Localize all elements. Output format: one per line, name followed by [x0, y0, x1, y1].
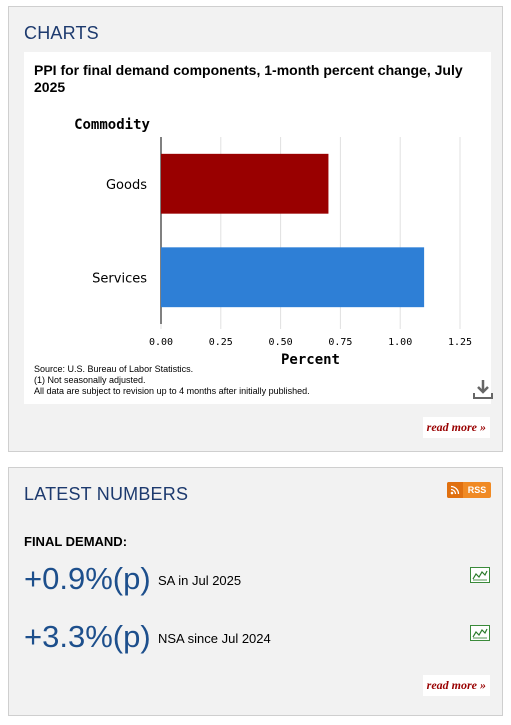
trend-chart-icon[interactable] [470, 567, 490, 583]
latest-numbers-panel: LATEST NUMBERS RSS FINAL DEMAND: +0.9%(p… [8, 467, 503, 716]
stat-description: NSA since Jul 2024 [158, 631, 271, 646]
stat-value: +0.9%(p) [24, 561, 151, 596]
trend-chart-icon[interactable] [470, 625, 490, 641]
revision-note-line: All data are subject to revision up to 4… [34, 386, 310, 396]
source-line: Source: U.S. Bureau of Labor Statistics. [34, 364, 194, 374]
chart-title: PPI for final demand components, 1-month… [34, 62, 463, 95]
x-tick-label: 0.25 [209, 337, 233, 348]
charts-panel-title: CHARTS [24, 23, 99, 43]
y-axis-title: Commodity [74, 117, 150, 133]
x-tick-label: 0.75 [328, 337, 352, 348]
stat-row: +0.9%(p) SA in Jul 2025 [24, 561, 490, 601]
footnote-line: (1) Not seasonally adjusted. [34, 375, 146, 385]
category-label: Goods [106, 178, 147, 193]
download-icon[interactable] [472, 378, 494, 400]
charts-panel: CHARTS 0.00 0.25 0.50 0.75 1.00 1.25 Goods Serv… [8, 6, 503, 452]
x-tick-label: 1.25 [448, 337, 472, 348]
bar-services [161, 247, 425, 308]
stat-row: +3.3%(p) NSA since Jul 2024 [24, 619, 490, 659]
bar-goods [161, 153, 329, 214]
source-notes: Source: U.S. Bureau of Labor Statistics.… [34, 364, 310, 397]
charts-read-more-link[interactable]: read more » [422, 417, 490, 438]
rss-label: RSS [467, 485, 487, 495]
category-label: Services [92, 271, 147, 286]
x-tick-label: 0.50 [269, 337, 293, 348]
x-tick-label: 0.00 [149, 337, 173, 348]
latest-read-more-link[interactable]: read more » [422, 675, 490, 696]
rss-button[interactable]: RSS [447, 482, 491, 498]
rss-icon [447, 482, 463, 498]
x-axis-title: Percent [281, 352, 340, 368]
ppi-bar-chart: 0.00 0.25 0.50 0.75 1.00 1.25 Goods Services Com… [74, 117, 472, 368]
latest-numbers-title: LATEST NUMBERS [24, 484, 189, 504]
stat-value: +3.3%(p) [24, 619, 151, 654]
stat-description: SA in Jul 2025 [158, 573, 242, 588]
final-demand-label: FINAL DEMAND: [24, 534, 128, 549]
x-tick-label: 1.00 [388, 337, 412, 348]
chart-card: 0.00 0.25 0.50 0.75 1.00 1.25 Goods Services Com… [24, 52, 494, 404]
